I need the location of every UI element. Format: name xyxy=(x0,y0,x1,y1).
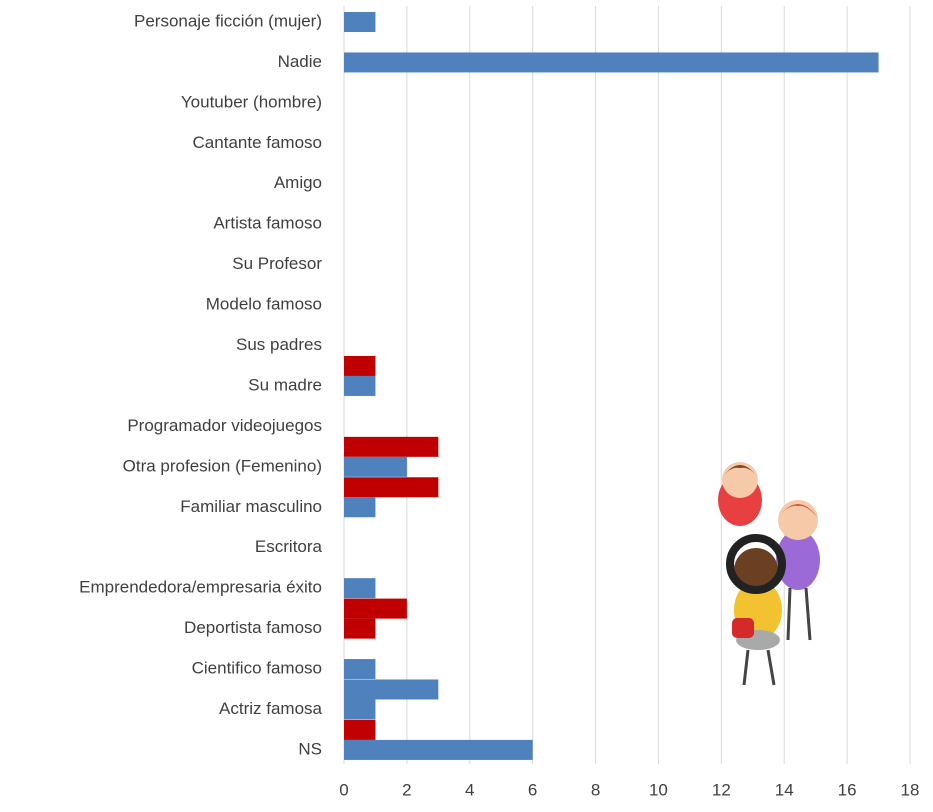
y-tick-label: Youtuber (hombre) xyxy=(181,92,322,111)
y-tick-label: Otra profesion (Femenino) xyxy=(123,456,322,475)
y-tick-label: Modelo famoso xyxy=(206,295,322,314)
y-tick-label: Emprendedora/empresaria éxito xyxy=(79,578,322,597)
y-tick-label: Deportista famoso xyxy=(184,618,322,637)
grid xyxy=(344,6,910,764)
bar xyxy=(344,356,375,376)
x-tick-label: 4 xyxy=(465,780,474,799)
y-tick-label: Familiar masculino xyxy=(180,497,322,516)
bar xyxy=(344,599,407,619)
x-tick-label: 18 xyxy=(901,780,920,799)
x-tick-label: 8 xyxy=(591,780,600,799)
y-tick-label: Cientifico famoso xyxy=(192,659,322,678)
y-tick-label: Personaje ficción (mujer) xyxy=(134,11,322,30)
y-tick-label: Amigo xyxy=(274,173,322,192)
y-tick-label: NS xyxy=(298,739,322,758)
bar xyxy=(344,12,375,32)
y-tick-label: Nadie xyxy=(278,52,322,71)
bar xyxy=(344,376,375,396)
bar xyxy=(344,659,375,679)
x-tick-label: 10 xyxy=(649,780,668,799)
chart: 0 2 4 6 8 10 12 14 16 18 Personaje ficción (mujer)… xyxy=(0,0,933,807)
bar xyxy=(344,740,533,760)
bar xyxy=(344,437,438,457)
bars xyxy=(344,12,879,760)
bar xyxy=(344,497,375,517)
kids-illustration xyxy=(718,462,820,685)
bar xyxy=(344,619,375,639)
bar xyxy=(344,477,438,497)
x-tick-label: 0 xyxy=(339,780,348,799)
x-tick-label: 16 xyxy=(838,780,857,799)
y-tick-label: Cantante famoso xyxy=(193,133,322,152)
y-tick-label: Actriz famosa xyxy=(219,699,323,718)
y-tick-label: Su madre xyxy=(248,375,322,394)
x-tick-label: 14 xyxy=(775,780,794,799)
bar xyxy=(344,52,879,72)
bar xyxy=(344,720,375,740)
y-tick-label: Escritora xyxy=(255,537,323,556)
y-tick-label: Programador videojuegos xyxy=(127,416,322,435)
y-tick-label: Su Profesor xyxy=(232,254,322,273)
x-tick-label: 6 xyxy=(528,780,537,799)
y-tick-label: Sus padres xyxy=(236,335,322,354)
bar xyxy=(344,578,375,598)
bar xyxy=(344,457,407,477)
x-tick-label: 2 xyxy=(402,780,411,799)
y-tick-label: Artista famoso xyxy=(213,214,322,233)
x-tick-label: 12 xyxy=(712,780,731,799)
bar xyxy=(344,679,438,699)
bar xyxy=(344,699,375,719)
labels: 0 2 4 6 8 10 12 14 16 18 Personaje ficción (mujer)… xyxy=(79,11,919,799)
